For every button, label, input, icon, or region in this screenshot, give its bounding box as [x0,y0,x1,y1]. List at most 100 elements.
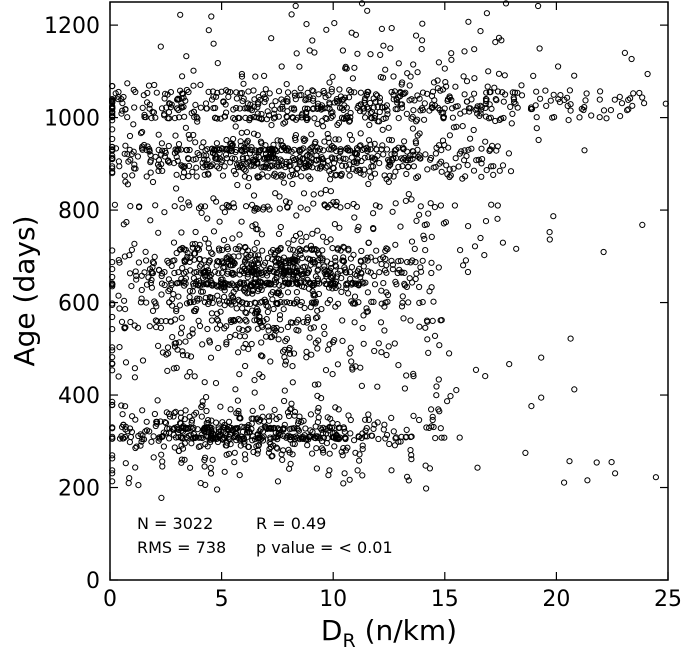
data-point [206,339,213,346]
data-point [302,97,309,104]
data-point [209,161,216,168]
data-point [147,169,154,176]
data-point [424,90,431,97]
data-point [388,467,395,474]
data-point [392,278,399,285]
data-point [346,476,353,483]
data-point [482,100,489,108]
y-tick-label: 200 [58,477,100,502]
data-point [131,161,138,168]
data-point [334,246,341,253]
data-point [416,130,423,137]
data-point [150,454,157,461]
data-point [380,254,387,261]
data-point [122,324,129,331]
data-point [419,257,426,264]
data-point [208,279,215,286]
data-point [361,99,368,107]
data-point [414,146,421,153]
data-point [441,105,448,112]
data-point [452,83,459,90]
data-point [412,138,419,145]
data-point [166,429,173,436]
data-point [207,464,214,471]
data-point [167,104,174,111]
data-point [309,37,316,44]
data-point [124,151,131,158]
data-point [299,264,307,271]
data-point [318,106,325,113]
data-point [410,412,417,419]
data-point [148,115,155,122]
data-point [303,21,310,28]
data-point [223,155,230,162]
data-point [166,410,173,417]
data-point [159,167,166,174]
data-point [197,81,204,89]
data-point [175,434,182,441]
data-point [184,373,191,380]
data-point [324,300,331,307]
data-point [255,252,262,259]
data-point [314,408,321,415]
data-point [446,166,453,173]
data-point [289,180,296,188]
data-point [223,254,230,261]
data-point [333,98,340,105]
data-point [212,155,220,162]
data-point [158,494,165,501]
data-point [115,373,122,380]
data-point [275,256,282,263]
data-point [367,174,374,181]
data-point [533,125,540,132]
data-point [201,463,208,470]
data-point [236,472,243,479]
data-point [264,154,271,161]
data-point [132,464,139,471]
data-point [518,82,525,89]
data-point [328,88,335,95]
data-point [174,157,181,164]
data-point [112,145,120,152]
data-point [202,235,209,242]
data-point [639,221,646,228]
data-point [235,246,242,253]
data-point [201,456,208,464]
data-point [178,442,185,449]
data-point [407,156,414,163]
data-point [465,18,472,25]
data-point [492,96,499,103]
data-point [367,146,374,153]
data-point [262,86,269,93]
data-point [417,264,424,271]
data-point [407,73,414,80]
data-point [138,295,145,302]
data-point [348,298,355,305]
data-point [361,154,368,161]
data-point [272,114,279,121]
data-point [488,163,495,170]
data-point [129,413,136,420]
data-point [299,110,306,117]
data-point [189,168,196,175]
data-point [181,258,188,265]
data-point [277,137,284,144]
data-point [342,155,349,162]
data-point [535,136,542,144]
data-point [419,89,427,96]
data-point [500,98,507,105]
data-point [226,418,233,425]
data-point [187,464,194,471]
data-point [460,262,467,269]
data-point [428,259,435,266]
data-point [168,282,175,289]
x-axis-title-subscript: R [342,630,355,650]
data-point [483,167,490,174]
data-point [600,107,608,114]
data-point [283,434,290,441]
data-point [322,164,329,171]
data-point [235,349,242,356]
data-point [122,403,129,410]
data-point [299,255,306,262]
data-point [175,141,183,148]
